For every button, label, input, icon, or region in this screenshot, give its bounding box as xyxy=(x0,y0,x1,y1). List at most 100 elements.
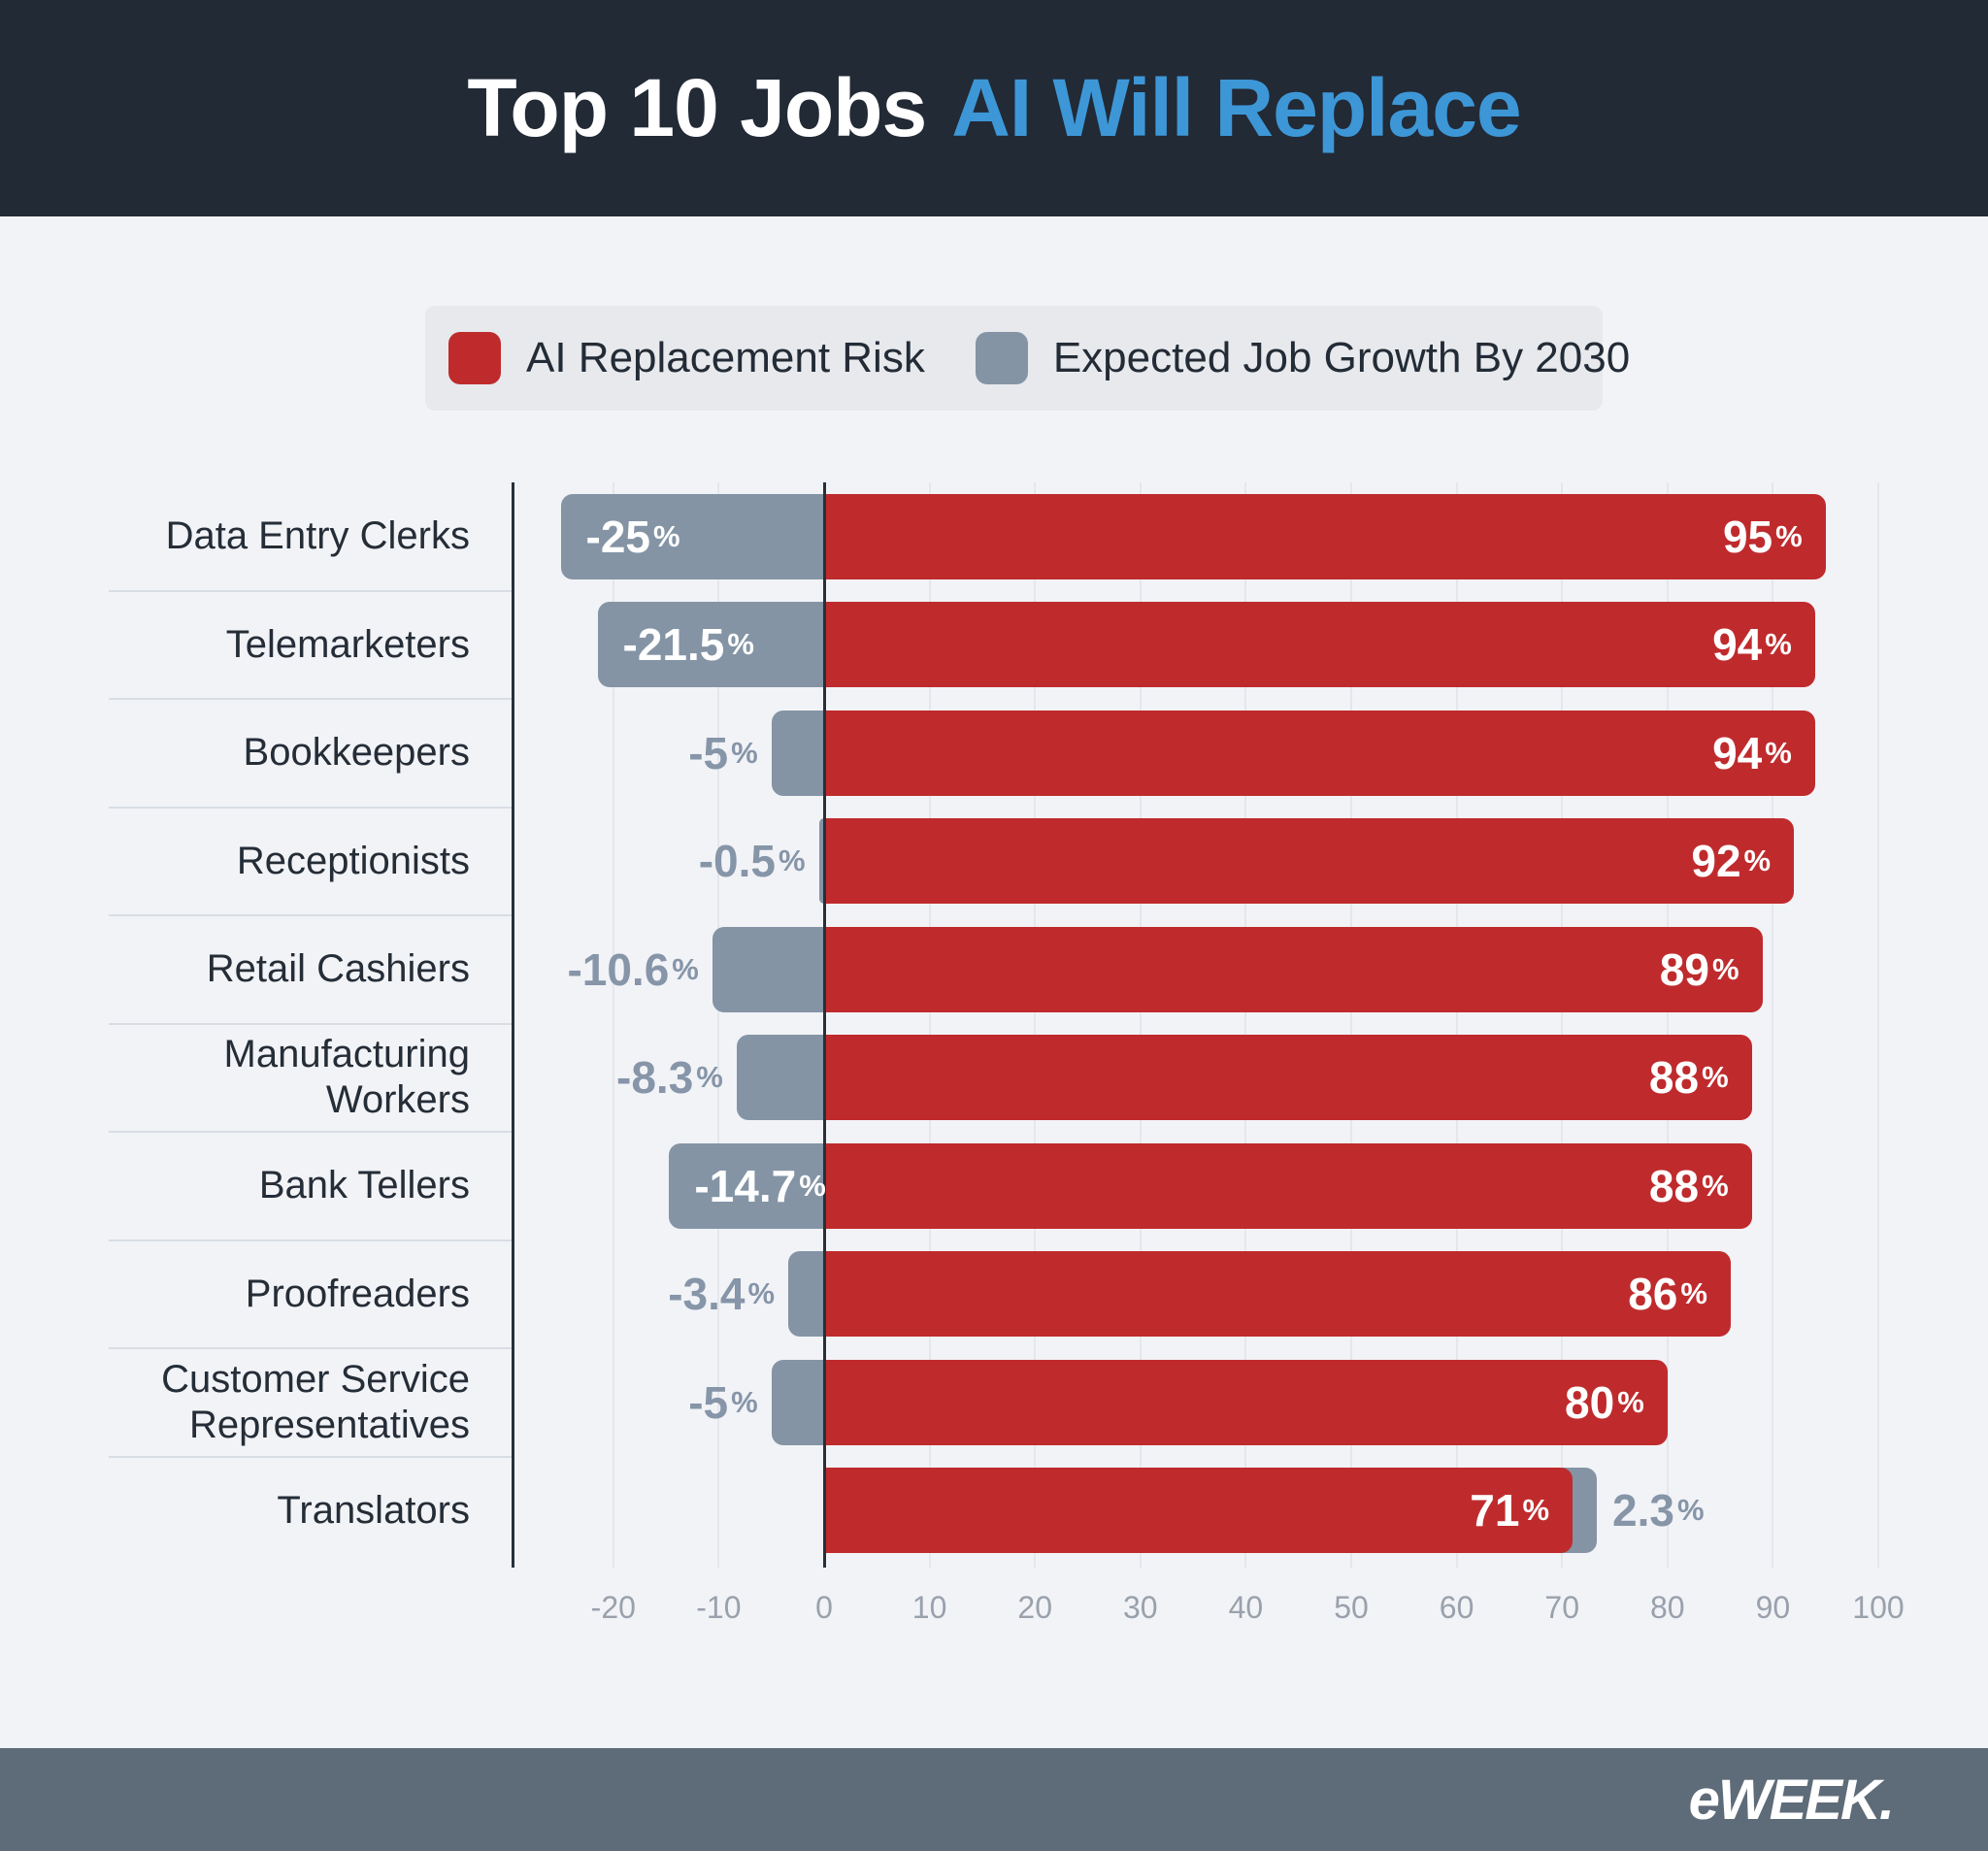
growth-value-label: 2.3% xyxy=(1612,1468,1705,1553)
row-label: Telemarketers xyxy=(225,622,470,666)
row-separator xyxy=(109,1455,514,1458)
risk-value-label: 94% xyxy=(824,602,1792,687)
row-separator xyxy=(109,1022,514,1025)
risk-value-label: 88% xyxy=(824,1035,1729,1120)
value-number: 71 xyxy=(1470,1485,1520,1537)
legend-item-risk: AI Replacement Risk xyxy=(448,332,925,384)
legend-label-risk: AI Replacement Risk xyxy=(526,334,925,381)
risk-value-label: 89% xyxy=(824,927,1740,1012)
footer: eWEEK. xyxy=(0,1748,1988,1851)
risk-bar xyxy=(824,1251,1731,1338)
growth-bar xyxy=(712,926,824,1012)
risk-bar xyxy=(824,493,1826,579)
risk-value-label: 94% xyxy=(824,711,1792,796)
gridline xyxy=(1666,482,1669,1568)
growth-value-label: -21.5% xyxy=(623,602,754,687)
percent-sign: % xyxy=(672,951,699,986)
percent-sign: % xyxy=(652,518,680,553)
gridline xyxy=(612,482,614,1568)
gridline xyxy=(1772,482,1774,1568)
value-number: -5 xyxy=(688,727,729,778)
x-tick-label: 100 xyxy=(1852,1590,1905,1625)
risk-value-label: 86% xyxy=(824,1251,1707,1337)
growth-value-label: -5% xyxy=(506,1360,758,1445)
value-number: 94 xyxy=(1712,619,1763,671)
gridline xyxy=(1455,482,1458,1568)
growth-bar xyxy=(736,1035,824,1121)
gridline xyxy=(1877,482,1879,1568)
growth-value-label: -25% xyxy=(586,494,680,579)
x-tick-label: 80 xyxy=(1650,1590,1685,1625)
growth-swatch-icon xyxy=(975,332,1028,384)
row-separator xyxy=(109,589,514,592)
risk-value-label: 80% xyxy=(824,1360,1644,1445)
percent-sign: % xyxy=(1711,951,1740,986)
growth-bar xyxy=(788,1251,824,1338)
growth-value-label: -14.7% xyxy=(694,1143,825,1229)
row-separator xyxy=(109,1239,514,1241)
percent-sign: % xyxy=(1680,1276,1707,1311)
value-number: -8.3 xyxy=(616,1052,694,1104)
gridline xyxy=(717,482,720,1568)
growth-bar xyxy=(669,1142,824,1229)
x-tick-label: -20 xyxy=(590,1590,636,1625)
percent-sign: % xyxy=(1702,1060,1729,1095)
value-number: 95 xyxy=(1722,511,1773,562)
risk-bar xyxy=(824,710,1815,796)
label-axis-line xyxy=(512,482,514,1568)
x-tick-label: 90 xyxy=(1755,1590,1791,1625)
row-label: Manufacturing Workers xyxy=(223,1033,470,1122)
risk-bar xyxy=(824,1359,1668,1445)
growth-bar xyxy=(818,818,824,905)
value-number: 88 xyxy=(1648,1160,1700,1211)
value-number: -10.6 xyxy=(567,943,670,995)
row-label: Translators xyxy=(277,1488,470,1532)
x-tick-label: 10 xyxy=(911,1590,947,1625)
x-tick-label: 50 xyxy=(1334,1590,1369,1625)
growth-bar xyxy=(771,1359,824,1445)
value-number: -21.5 xyxy=(622,619,725,671)
row-label: Retail Cashiers xyxy=(206,947,470,991)
growth-value-label: -0.5% xyxy=(553,818,806,904)
row-separator xyxy=(109,1131,514,1133)
percent-sign: % xyxy=(1765,735,1792,770)
x-tick-label: 20 xyxy=(1017,1590,1052,1625)
percent-sign: % xyxy=(1775,518,1803,553)
percent-sign: % xyxy=(731,1384,758,1419)
legend-item-growth: Expected Job Growth By 2030 xyxy=(975,332,1631,384)
x-tick-label: 70 xyxy=(1544,1590,1579,1625)
row-label: Data Entry Clerks xyxy=(165,514,470,558)
risk-value-label: 71% xyxy=(824,1468,1549,1553)
x-tick-label: 30 xyxy=(1123,1590,1158,1625)
row-separator xyxy=(109,698,514,700)
page-title: Top 10 Jobs AI Will Replace xyxy=(467,61,1521,155)
legend: AI Replacement Risk Expected Job Growth … xyxy=(425,306,1630,411)
risk-value-label: 95% xyxy=(824,494,1803,579)
gridline xyxy=(1034,482,1037,1568)
value-number: -14.7 xyxy=(694,1160,797,1211)
percent-sign: % xyxy=(1617,1384,1644,1419)
x-tick-label: 0 xyxy=(815,1590,833,1625)
x-tick-label: 60 xyxy=(1439,1590,1474,1625)
eweek-logo: eWEEK. xyxy=(1688,1768,1895,1832)
title-highlight: AI Will Replace xyxy=(951,62,1521,153)
legend-label-growth: Expected Job Growth By 2030 xyxy=(1052,334,1631,381)
value-number: 92 xyxy=(1691,836,1741,887)
risk-value-label: 88% xyxy=(824,1143,1729,1229)
row-label: Receptionists xyxy=(236,839,470,882)
gridline xyxy=(1139,482,1142,1568)
percent-sign: % xyxy=(799,1168,826,1203)
value-number: 88 xyxy=(1648,1052,1700,1104)
growth-bar xyxy=(560,493,824,579)
value-number: -0.5 xyxy=(698,836,776,887)
row-label: Bank Tellers xyxy=(258,1164,470,1207)
header: Top 10 Jobs AI Will Replace xyxy=(0,0,1988,216)
risk-bar xyxy=(824,1468,1574,1554)
percent-sign: % xyxy=(747,1276,776,1311)
risk-bar xyxy=(824,926,1763,1012)
percent-sign: % xyxy=(778,843,806,878)
growth-value-label: -10.6% xyxy=(447,927,699,1012)
value-number: 80 xyxy=(1565,1376,1615,1428)
growth-bar xyxy=(771,710,824,796)
